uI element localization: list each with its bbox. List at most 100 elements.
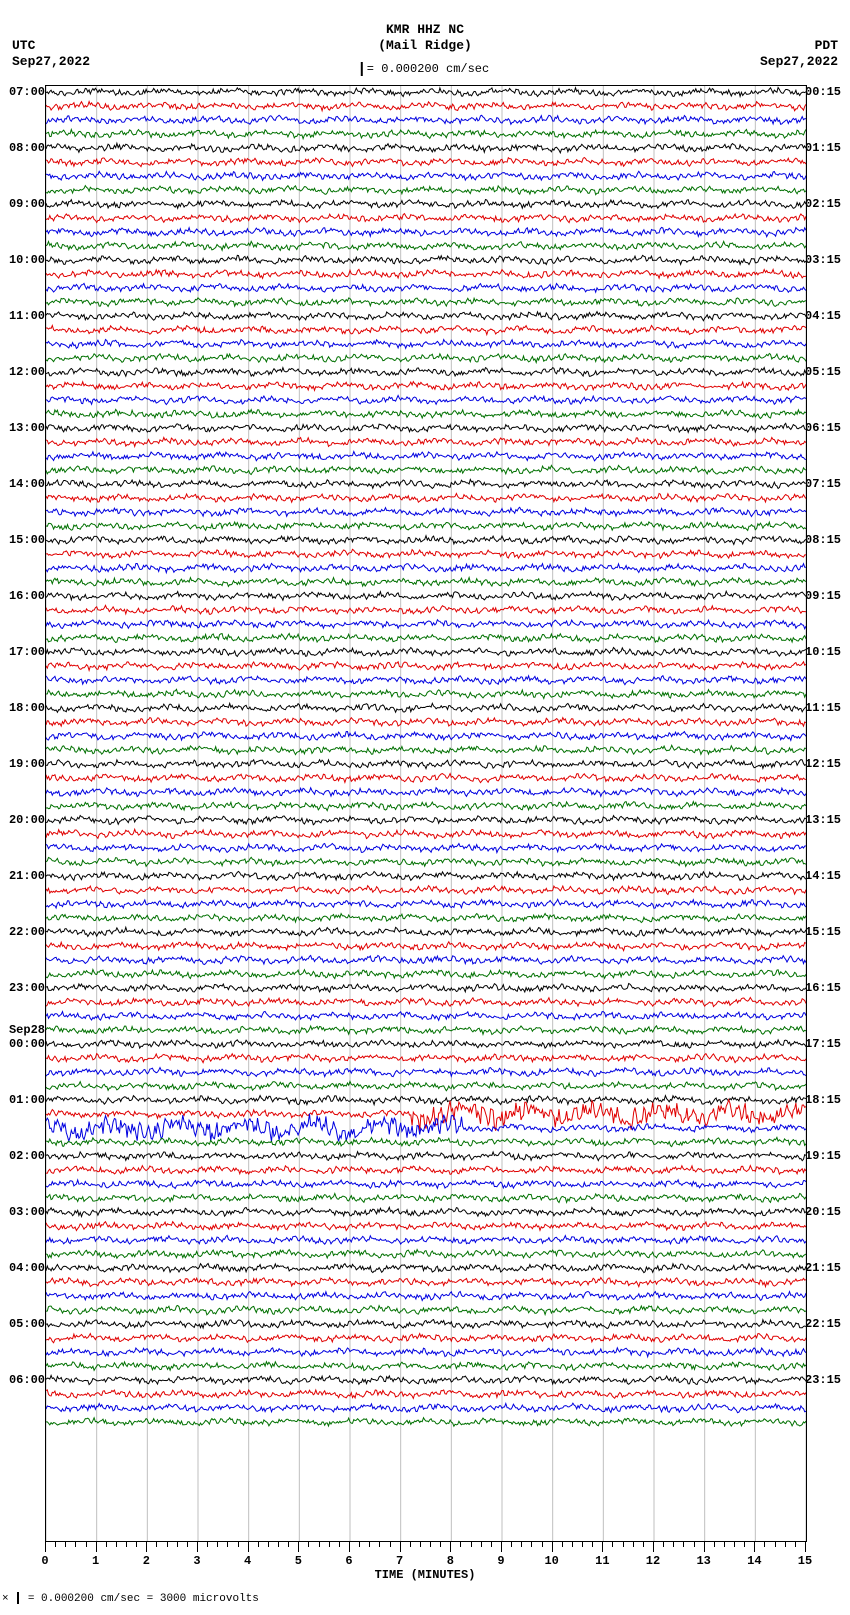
left-hour-label: 03:00 [9,1205,45,1219]
right-hour-label: 21:15 [805,1261,841,1275]
footer-tick-icon [17,1592,19,1604]
x-tick-label: 12 [646,1554,660,1568]
x-tick-minor [511,1542,512,1547]
left-hour-label: 09:00 [9,197,45,211]
x-tick-minor [440,1542,441,1547]
x-tick-minor [764,1542,765,1547]
left-hour-label: 14:00 [9,477,45,491]
x-tick-minor [542,1542,543,1547]
x-tick-label: 8 [447,1554,454,1568]
x-tick-major [805,1542,806,1552]
x-tick-minor [55,1542,56,1547]
right-hour-label: 06:15 [805,421,841,435]
x-tick-minor [86,1542,87,1547]
footer: × = 0.000200 cm/sec = 3000 microvolts [0,1582,850,1615]
left-hour-label: 13:00 [9,421,45,435]
x-tick-label: 5 [295,1554,302,1568]
left-hour-label: 12:00 [9,365,45,379]
x-tick-minor [724,1542,725,1547]
left-hour-label: 00:00 [9,1037,45,1051]
right-hour-label: 00:15 [805,85,841,99]
left-hour-label: 18:00 [9,701,45,715]
left-hour-label: 10:00 [9,253,45,267]
x-tick-minor [65,1542,66,1547]
left-hour-label: 05:00 [9,1317,45,1331]
x-tick-major [96,1542,97,1552]
x-axis: TIME (MINUTES) 0123456789101112131415 [45,1542,805,1582]
x-tick-minor [694,1542,695,1547]
x-tick-minor [744,1542,745,1547]
x-axis-title: TIME (MINUTES) [375,1568,476,1582]
left-hour-label: 16:00 [9,589,45,603]
scale-bar: = 0.000200 cm/sec [361,62,489,76]
x-tick-label: 11 [595,1554,609,1568]
left-hour-label: 01:00 [9,1093,45,1107]
x-tick-minor [460,1542,461,1547]
x-tick-major [653,1542,654,1552]
x-tick-major [501,1542,502,1552]
plot-area [45,85,807,1542]
x-tick-major [754,1542,755,1552]
right-hour-label: 12:15 [805,757,841,771]
seismogram-container: UTC Sep27,2022 KMR HHZ NC (Mail Ridge) P… [0,0,850,1615]
right-hour-label: 01:15 [805,141,841,155]
x-tick-minor [217,1542,218,1547]
x-tick-major [400,1542,401,1552]
right-hour-label: 19:15 [805,1149,841,1163]
right-hour-label: 14:15 [805,869,841,883]
x-tick-label: 3 [193,1554,200,1568]
x-tick-minor [116,1542,117,1547]
date-prefix: Sep28 [9,1023,45,1037]
x-tick-minor [258,1542,259,1547]
x-tick-minor [471,1542,472,1547]
tz-right: PDT [760,38,838,54]
x-tick-minor [359,1542,360,1547]
right-hour-label: 02:15 [805,197,841,211]
x-tick-minor [430,1542,431,1547]
x-tick-minor [288,1542,289,1547]
x-tick-label: 1 [92,1554,99,1568]
right-hour-label: 05:15 [805,365,841,379]
x-tick-minor [491,1542,492,1547]
x-tick-minor [238,1542,239,1547]
x-tick-minor [187,1542,188,1547]
left-hour-label: 21:00 [9,869,45,883]
station-location: (Mail Ridge) [378,38,472,54]
left-hour-label: 08:00 [9,141,45,155]
right-hour-label: 04:15 [805,309,841,323]
left-hour-label: 02:00 [9,1149,45,1163]
x-tick-label: 15 [798,1554,812,1568]
x-tick-minor [410,1542,411,1547]
date-right: Sep27,2022 [760,54,838,70]
left-hour-label: 04:00 [9,1261,45,1275]
tz-left: UTC [12,38,90,54]
x-tick-minor [734,1542,735,1547]
scale-tick-icon [361,62,363,76]
x-tick-major [704,1542,705,1552]
x-tick-minor [623,1542,624,1547]
header-right: PDT Sep27,2022 [760,38,838,69]
right-hour-label: 07:15 [805,477,841,491]
left-hour-label: 07:00 [9,85,45,99]
x-tick-minor [521,1542,522,1547]
footer-text: = 0.000200 cm/sec = 3000 microvolts [28,1593,259,1605]
left-hour-label: 19:00 [9,757,45,771]
x-tick-major [298,1542,299,1552]
x-tick-minor [177,1542,178,1547]
x-tick-major [602,1542,603,1552]
x-tick-minor [319,1542,320,1547]
x-tick-major [146,1542,147,1552]
x-tick-major [552,1542,553,1552]
left-hour-label: 17:00 [9,645,45,659]
x-tick-minor [663,1542,664,1547]
x-tick-minor [390,1542,391,1547]
right-hour-label: 03:15 [805,253,841,267]
x-tick-minor [308,1542,309,1547]
x-tick-minor [582,1542,583,1547]
x-tick-minor [268,1542,269,1547]
x-tick-minor [531,1542,532,1547]
x-tick-minor [714,1542,715,1547]
x-tick-minor [420,1542,421,1547]
x-tick-label: 9 [497,1554,504,1568]
x-tick-minor [207,1542,208,1547]
